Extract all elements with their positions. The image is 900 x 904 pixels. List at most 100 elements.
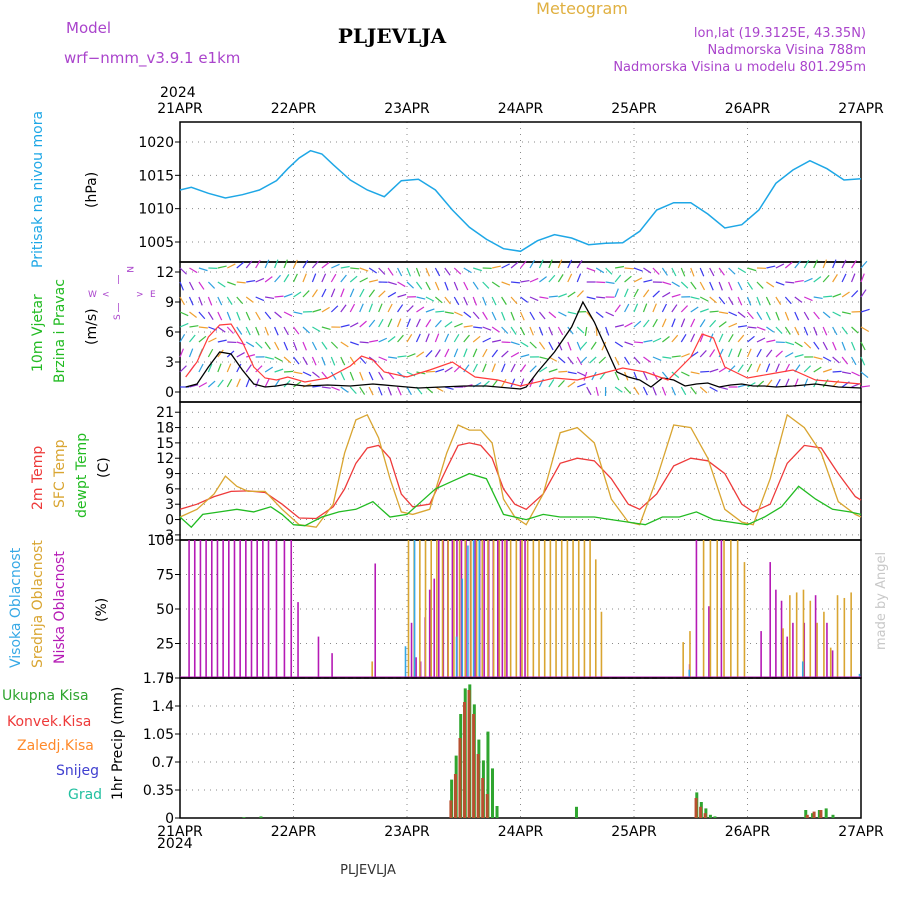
wind-arrow: [445, 349, 449, 357]
wind-arrow: [804, 379, 807, 387]
wind-arrow: [256, 327, 259, 335]
wind-arrow: [539, 277, 546, 282]
wind-arrow: [842, 312, 851, 314]
wind-arrow: [256, 278, 264, 282]
temp-2m-label: 2m Temp: [30, 446, 46, 510]
wind-arrow: [284, 294, 292, 297]
wind-arrow: [672, 356, 681, 357]
wind-arrow: [738, 297, 742, 305]
wind-arrow: [256, 297, 264, 301]
wind-arrow: [634, 387, 639, 395]
wind-arrow: [237, 353, 245, 357]
wind-arrow: [502, 327, 508, 334]
wind-arrow: [473, 349, 477, 357]
wind-arrow: [416, 268, 419, 276]
wind-arrow: [577, 327, 584, 333]
wind-arrow: [502, 364, 505, 372]
wind-arrow: [227, 327, 233, 334]
wind-arrow: [643, 290, 648, 297]
bottom-time-label: 23APR: [384, 824, 430, 840]
wind-arrow: [814, 297, 823, 298]
wind-arrow: [464, 268, 472, 273]
wind-arrow: [530, 366, 536, 372]
wind-arrow: [445, 268, 450, 275]
wind-arrow: [246, 365, 251, 372]
wind-arrow: [625, 276, 632, 282]
wind-arrow: [785, 342, 794, 345]
wind-arrow: [521, 281, 530, 282]
wind-arrow: [577, 342, 580, 350]
wind-arrow: [492, 350, 497, 357]
wind-arrow: [379, 291, 386, 297]
wind-arrow: [199, 268, 208, 271]
wind-arrow: [719, 334, 723, 342]
wind-arrow: [833, 312, 841, 316]
wind-arrow: [558, 312, 566, 316]
wind-arrow: [199, 336, 206, 342]
wind-arrow: [776, 327, 782, 334]
wind-arrow: [180, 323, 188, 327]
wind-arrow: [502, 282, 510, 285]
wind-arrow: [407, 334, 412, 342]
precip-conv-bar: [695, 798, 698, 818]
wind-arrow: [398, 356, 407, 357]
pressure-ylabel: Pritisak na nivou mora: [30, 111, 46, 268]
wind-arrow: [766, 312, 770, 320]
wind-arrow: [681, 306, 687, 312]
wind-arrow: [549, 342, 553, 350]
wind-arrow: [284, 371, 293, 372]
wind-arrow: [341, 372, 345, 380]
wind-arrow: [284, 327, 288, 335]
wind-arrow: [369, 290, 374, 297]
wind-arrow: [360, 357, 366, 364]
wind-arrow: [511, 282, 520, 283]
wind-arrow: [227, 282, 235, 285]
wind-arrow: [464, 312, 471, 317]
wind-arrow: [804, 327, 807, 335]
wind-arrow: [710, 297, 717, 303]
wind-arrow: [426, 371, 435, 372]
wind-arrow: [710, 268, 714, 276]
wind-arrow: [672, 319, 675, 327]
pressure-unit: (hPa): [84, 172, 100, 208]
wind-arrow: [539, 260, 543, 268]
wind-arrow: [795, 327, 799, 335]
bottom-time-label: 26APR: [725, 824, 771, 840]
wind-arrow: [511, 297, 517, 304]
wind-arrow: [502, 379, 506, 387]
wind-arrow: [653, 291, 660, 297]
wind-arrow: [445, 334, 449, 342]
wind-arrow: [634, 321, 641, 327]
wind-arrow: [426, 350, 432, 357]
wind-arrow: [416, 282, 421, 289]
wind-arrow: [625, 323, 633, 327]
wind-arrow: [584, 372, 587, 381]
wind-arrow: [256, 312, 261, 320]
wind-arrow: [341, 325, 350, 327]
precip-conv-label: Konvek.Kisa: [7, 714, 91, 730]
wind-arrow: [407, 282, 414, 288]
precip-conv-bar: [458, 738, 461, 818]
wind-arrow: [265, 277, 272, 282]
wind-arrow: [691, 297, 700, 299]
wind-arrow: [379, 304, 382, 312]
wind-arrow: [284, 357, 291, 363]
wind-arrow: [591, 342, 596, 349]
wind-arrow: [748, 282, 753, 289]
y-tick-label: 6: [165, 482, 174, 498]
wind-arrow: [303, 274, 306, 282]
wind-arrow: [549, 312, 556, 318]
wind-arrow: [426, 282, 430, 290]
wind-arrow: [341, 357, 345, 365]
wind-arrow: [322, 357, 325, 365]
wind-arrow: [625, 289, 629, 297]
wind-arrow: [662, 357, 671, 358]
wind-arrow: [833, 342, 837, 350]
precip-total-bar: [713, 816, 716, 818]
wind-arrow: [719, 322, 726, 327]
wind-arrow: [218, 380, 223, 387]
wind-arrow: [833, 371, 842, 372]
wind-arrow: [681, 354, 689, 357]
